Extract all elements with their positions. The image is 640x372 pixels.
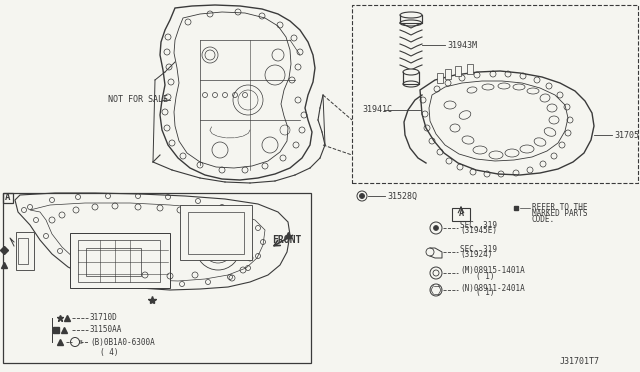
Text: MARKED PARTS: MARKED PARTS	[532, 208, 588, 218]
Text: 31150AA: 31150AA	[90, 326, 122, 334]
Text: CODE.: CODE.	[532, 215, 555, 224]
Text: ( 4): ( 4)	[100, 347, 118, 356]
Bar	[188, 212, 244, 254]
Text: SEC. 319: SEC. 319	[460, 244, 497, 253]
Text: (31945E): (31945E)	[460, 227, 497, 235]
Bar	[437, 73, 443, 83]
Bar	[400, 15, 422, 23]
Bar	[86, 248, 141, 276]
Text: ( 1): ( 1)	[476, 272, 495, 280]
Text: ( 1): ( 1)	[476, 289, 495, 298]
Bar	[180, 205, 252, 260]
Bar	[403, 72, 419, 84]
Bar	[3, 193, 13, 203]
Bar	[455, 66, 461, 76]
Bar	[70, 233, 170, 288]
Ellipse shape	[400, 12, 422, 18]
Text: 31710D: 31710D	[90, 314, 118, 323]
Text: A: A	[5, 193, 11, 202]
Text: (31924): (31924)	[460, 250, 492, 260]
Text: (M)08915-1401A: (M)08915-1401A	[460, 266, 525, 276]
Text: B: B	[78, 340, 82, 344]
Bar	[16, 232, 34, 270]
Bar	[352, 5, 638, 183]
Text: SEC. 319: SEC. 319	[460, 221, 497, 230]
Text: A: A	[458, 209, 463, 218]
Ellipse shape	[403, 69, 419, 75]
Text: 31705: 31705	[614, 131, 639, 140]
Text: (N)08911-2401A: (N)08911-2401A	[460, 283, 525, 292]
Bar	[445, 69, 451, 79]
Text: (B)0B1A0-6300A: (B)0B1A0-6300A	[90, 337, 155, 346]
Text: 31528Q: 31528Q	[387, 192, 417, 201]
Text: J31701T7: J31701T7	[560, 357, 600, 366]
Bar	[452, 208, 470, 221]
Text: NOT FOR SALE: NOT FOR SALE	[108, 96, 168, 105]
Bar	[18, 238, 28, 264]
Bar	[467, 64, 473, 74]
Circle shape	[360, 193, 365, 199]
Text: FRONT: FRONT	[272, 235, 301, 245]
Text: 31943M: 31943M	[447, 41, 477, 49]
Bar	[78, 240, 160, 282]
Bar	[3, 193, 311, 363]
Circle shape	[433, 225, 438, 231]
Text: REFER TO THE: REFER TO THE	[532, 202, 588, 212]
Text: 31941C: 31941C	[362, 106, 392, 115]
